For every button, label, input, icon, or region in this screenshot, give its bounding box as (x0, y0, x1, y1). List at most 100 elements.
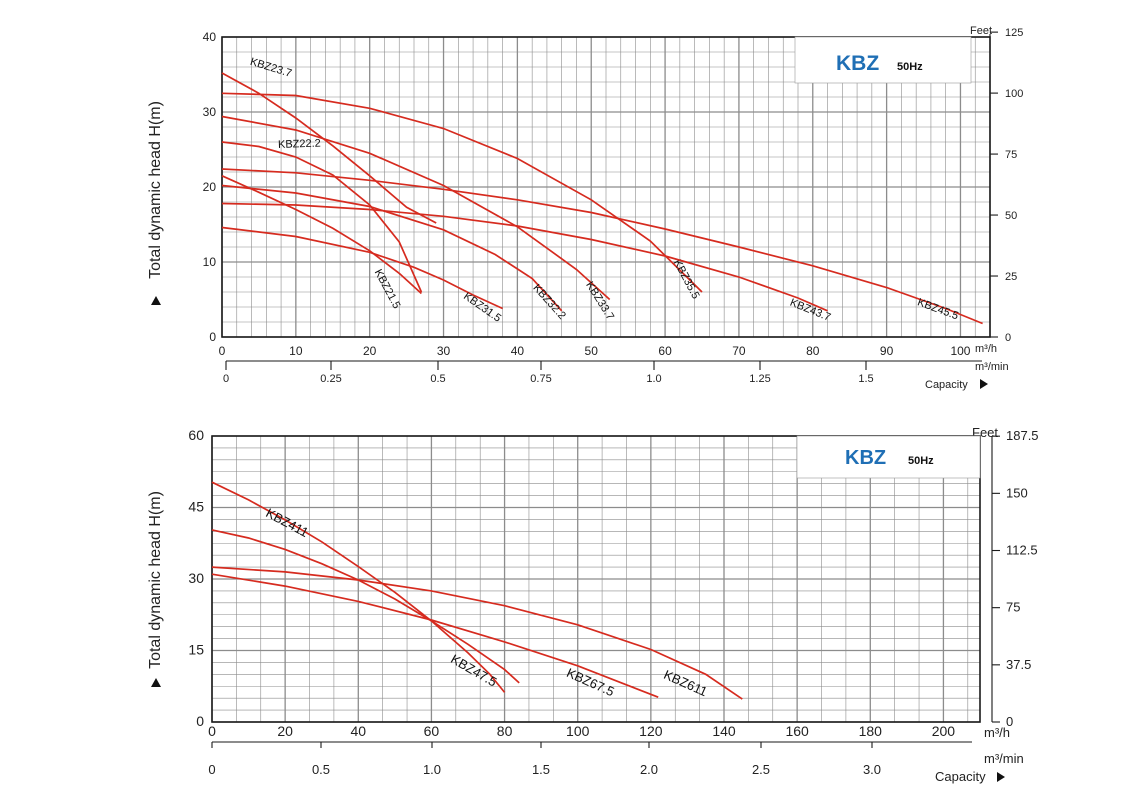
curve-label: KBZ33.7 (583, 280, 616, 323)
feet-tick-label: 112.5 (1006, 543, 1038, 558)
curve-kbz22-2 (221, 141, 423, 293)
x-tick-label: 0 (219, 344, 226, 358)
y-tick-label: 60 (188, 427, 204, 443)
feet-tick-label: 0 (1005, 332, 1011, 344)
curve-kbz67-5 (211, 573, 659, 698)
x-tick-label: 90 (880, 344, 894, 358)
x-tick-label: 40 (350, 723, 366, 739)
x2-tick-label: 0.25 (320, 373, 341, 385)
x2-unit-label: m³/min (984, 751, 1024, 766)
x2-tick-label: 0.5 (430, 373, 445, 385)
x2-unit-label: m³/min (975, 361, 1009, 373)
feet-tick-label: 37.5 (1006, 657, 1031, 672)
x2-tick-label: 3.0 (863, 762, 881, 777)
y-tick-label: 45 (188, 499, 204, 515)
curve-kbz411 (211, 481, 506, 693)
curve-kbz32-2 (221, 184, 563, 312)
curve-label: KBZ43.7 (788, 297, 832, 324)
x-tick-label: 70 (732, 344, 746, 358)
brand-box (796, 435, 981, 479)
x2-tick-label: 1.25 (749, 373, 770, 385)
curve-kbz33-7 (221, 115, 611, 301)
curve-label: KBZ411 (263, 505, 311, 540)
feet-tick-label: 75 (1006, 600, 1020, 615)
x-tick-label: 80 (806, 344, 820, 358)
curve-kbz35-5 (221, 92, 703, 293)
x-tick-label: 100 (950, 344, 970, 358)
curve-kbz45-5 (221, 168, 983, 325)
x2-tick-label: 2.0 (640, 762, 658, 777)
chart-panel-bottom: 0 20 40 60 80 100 120 140 160 180 200 0 0.5 1.0 1.5 2.0… (147, 425, 1039, 784)
brand-box (794, 36, 972, 84)
curve-label: KBZ21.5 (372, 267, 403, 310)
curve-label: KBZ23.7 (249, 56, 293, 80)
x-tick-label: 30 (437, 344, 451, 358)
curve-label: KBZ22.2 (278, 138, 321, 151)
feet-tick-label: 25 (1005, 271, 1017, 283)
x2-tick-label: 0.5 (312, 762, 330, 777)
right-arrow-icon (997, 772, 1005, 782)
x2-tick-label: 1.5 (858, 373, 873, 385)
x-tick-label: 80 (497, 723, 513, 739)
y-tick-label: 20 (203, 180, 217, 194)
x-unit-label: m³/h (984, 725, 1010, 740)
y-tick-label: 30 (188, 570, 204, 586)
y-axis-title: Total dynamic head H(m) (147, 101, 164, 279)
curve-label: KBZ31.5 (461, 290, 503, 324)
x-tick-label: 120 (639, 723, 663, 739)
plot-frame (211, 435, 981, 723)
curve-label: KBZ32.2 (530, 282, 568, 322)
brand-logo-text: KBZ (845, 447, 886, 469)
curve-kbz23-7 (221, 72, 437, 224)
x-tick-label: 50 (585, 344, 599, 358)
feet-tick-label: 50 (1005, 210, 1017, 222)
curve-kbz31-5 (221, 226, 503, 310)
x-tick-label: 100 (566, 723, 590, 739)
feet-tick-label: 150 (1006, 485, 1028, 500)
capacity-label: Capacity (935, 769, 986, 784)
y-tick-label: 0 (196, 713, 204, 729)
y-tick-label: 0 (209, 330, 216, 344)
x-tick-label: 160 (785, 723, 809, 739)
right-arrow-icon (980, 379, 988, 389)
brand-logo-text: KBZ (836, 52, 879, 75)
x-tick-label: 20 (277, 723, 293, 739)
curve-kbz47-5 (211, 529, 520, 684)
curve-kbz611 (211, 566, 743, 700)
curve-label: KBZ611 (662, 667, 710, 699)
y-tick-label: 10 (203, 255, 217, 269)
x2-tick-label: 1.5 (532, 762, 550, 777)
x-tick-label: 0 (208, 723, 216, 739)
y-axis-title: Total dynamic head H(m) (147, 491, 164, 669)
x2-tick-label: 1.0 (423, 762, 441, 777)
curve-kbz21-5 (221, 175, 422, 295)
frequency-label: 50Hz (908, 455, 934, 467)
x2-tick-label: 0.75 (530, 373, 551, 385)
frequency-label: 50Hz (897, 61, 923, 73)
x-tick-label: 20 (363, 344, 377, 358)
y-tick-label: 40 (203, 30, 217, 44)
up-arrow-icon (151, 296, 161, 305)
x2-tick-label: 0 (208, 762, 215, 777)
y-tick-label: 30 (203, 105, 217, 119)
x-tick-label: 40 (511, 344, 525, 358)
x-unit-label: m³/h (975, 343, 997, 355)
feet-tick-label: 0 (1006, 714, 1013, 729)
feet-tick-label: 187.5 (1006, 428, 1039, 443)
x2-tick-label: 1.0 (646, 373, 661, 385)
feet-axis-title: Feet (970, 25, 992, 37)
x-tick-label: 140 (712, 723, 736, 739)
x-tick-label: 10 (289, 344, 303, 358)
feet-tick-label: 125 (1005, 27, 1023, 39)
x-tick-label: 180 (859, 723, 883, 739)
x2-tick-label: 0 (223, 373, 229, 385)
x-tick-label: 60 (658, 344, 672, 358)
curve-label: KBZ35.5 (671, 258, 702, 301)
x-tick-label: 60 (424, 723, 440, 739)
curve-label: KBZ45.5 (916, 296, 960, 322)
x2-tick-label: 2.5 (752, 762, 770, 777)
curve-kbz43-7 (221, 202, 828, 312)
capacity-label: Capacity (925, 379, 968, 391)
